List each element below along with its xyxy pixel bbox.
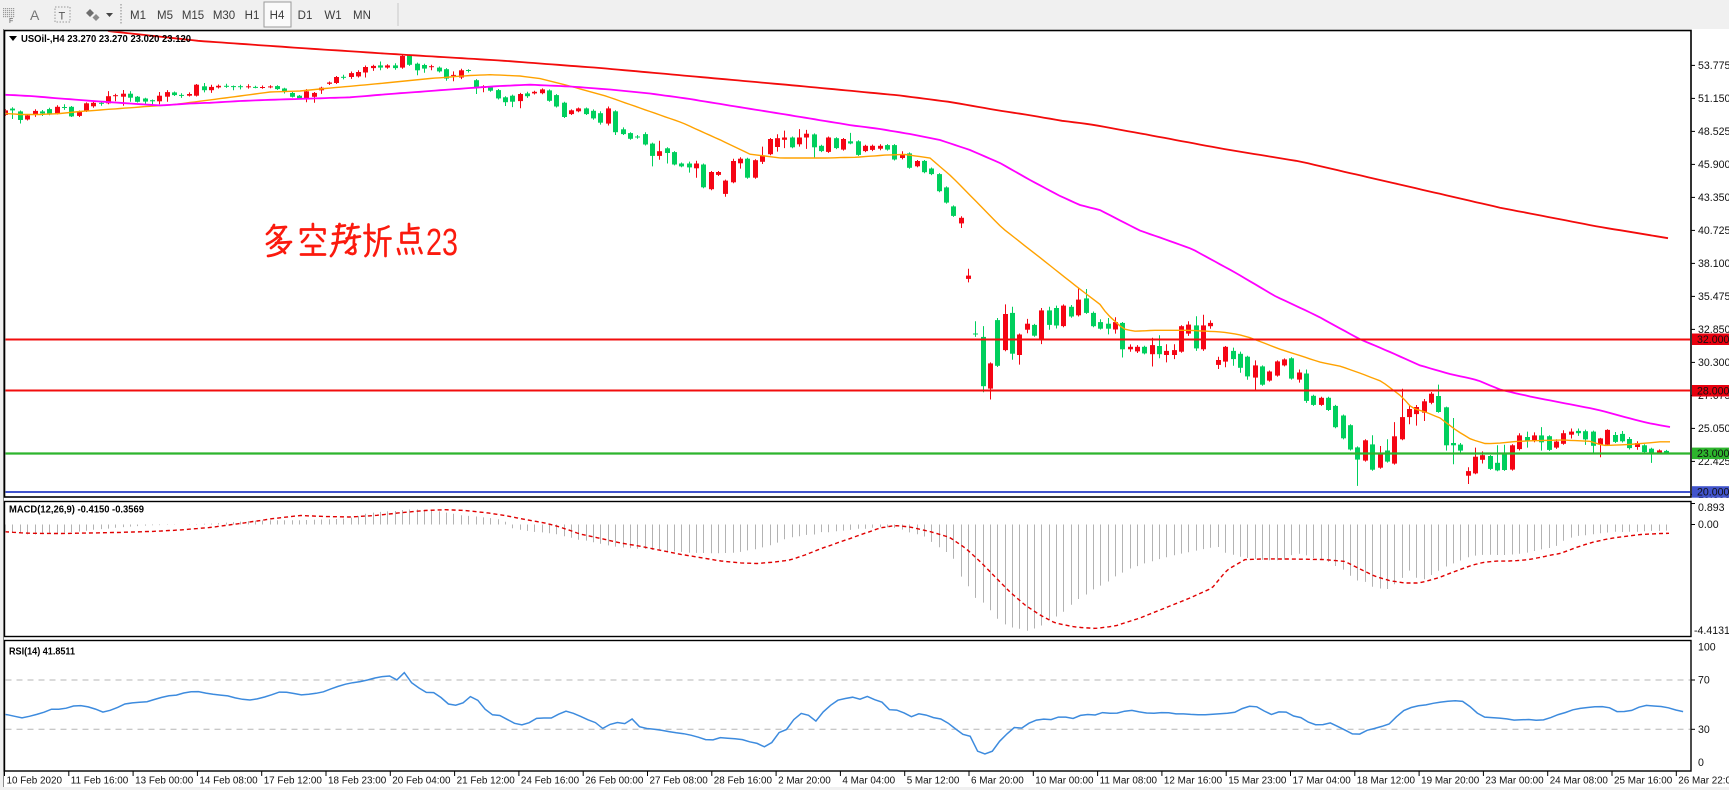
svg-text:100: 100 xyxy=(1698,642,1716,654)
svg-text:M5: M5 xyxy=(157,10,173,22)
svg-text:RSI(14) 41.8511: RSI(14) 41.8511 xyxy=(9,646,75,658)
svg-text:17 Feb 12:00: 17 Feb 12:00 xyxy=(264,776,323,787)
svg-text:T: T xyxy=(59,11,66,23)
svg-text:26 Mar 22:00: 26 Mar 22:00 xyxy=(1678,776,1729,787)
svg-text:12 Mar 16:00: 12 Mar 16:00 xyxy=(1164,776,1223,787)
svg-text:4 Mar 04:00: 4 Mar 04:00 xyxy=(842,776,895,787)
svg-text:H4: H4 xyxy=(270,10,285,22)
svg-text:43.350: 43.350 xyxy=(1698,192,1729,204)
svg-text:23 Mar 00:00: 23 Mar 00:00 xyxy=(1485,776,1544,787)
svg-text:M1: M1 xyxy=(130,10,146,22)
svg-text:-4.4131: -4.4131 xyxy=(1694,625,1729,637)
svg-text:0: 0 xyxy=(1698,757,1704,769)
svg-text:19 Mar 20:00: 19 Mar 20:00 xyxy=(1421,776,1480,787)
svg-text:M30: M30 xyxy=(213,10,235,22)
svg-text:45.900: 45.900 xyxy=(1698,159,1729,171)
svg-text:30: 30 xyxy=(1698,724,1710,736)
svg-text:MN: MN xyxy=(353,10,371,22)
svg-text:70: 70 xyxy=(1698,675,1710,687)
svg-text:51.150: 51.150 xyxy=(1698,93,1729,105)
svg-text:2 Mar 20:00: 2 Mar 20:00 xyxy=(778,776,831,787)
svg-text:A: A xyxy=(30,7,40,23)
svg-text:32.000: 32.000 xyxy=(1697,334,1729,346)
svg-text:0.893: 0.893 xyxy=(1698,502,1725,514)
svg-text:W1: W1 xyxy=(324,10,341,22)
svg-text:38.100: 38.100 xyxy=(1698,258,1729,270)
svg-text:11 Feb 16:00: 11 Feb 16:00 xyxy=(71,776,129,787)
svg-text:40.725: 40.725 xyxy=(1698,225,1729,237)
svg-text:15 Mar 23:00: 15 Mar 23:00 xyxy=(1228,776,1287,787)
svg-text:28.000: 28.000 xyxy=(1697,386,1729,398)
svg-text:18 Mar 12:00: 18 Mar 12:00 xyxy=(1357,776,1416,787)
svg-text:18 Feb 23:00: 18 Feb 23:00 xyxy=(328,776,387,787)
svg-text:26 Feb 00:00: 26 Feb 00:00 xyxy=(585,776,644,787)
svg-text:M15: M15 xyxy=(182,10,204,22)
svg-text:14 Feb 08:00: 14 Feb 08:00 xyxy=(199,776,258,787)
svg-text:5 Mar 12:00: 5 Mar 12:00 xyxy=(907,776,960,787)
svg-text:32.850: 32.850 xyxy=(1698,324,1729,336)
svg-text:D1: D1 xyxy=(298,10,313,22)
svg-text:48.525: 48.525 xyxy=(1698,126,1729,138)
svg-text:25 Mar 16:00: 25 Mar 16:00 xyxy=(1614,776,1673,787)
svg-text:35.475: 35.475 xyxy=(1698,291,1729,303)
svg-text:28 Feb 16:00: 28 Feb 16:00 xyxy=(714,776,773,787)
svg-text:17 Mar 04:00: 17 Mar 04:00 xyxy=(1293,776,1352,787)
svg-text:11 Mar 08:00: 11 Mar 08:00 xyxy=(1100,776,1158,787)
svg-text:10 Feb 2020: 10 Feb 2020 xyxy=(7,776,63,787)
svg-text:24 Mar 08:00: 24 Mar 08:00 xyxy=(1550,776,1609,787)
svg-text:21 Feb 12:00: 21 Feb 12:00 xyxy=(457,776,516,787)
svg-text:23.000: 23.000 xyxy=(1697,448,1729,460)
svg-text:20.000: 20.000 xyxy=(1697,487,1729,499)
svg-text:6 Mar 20:00: 6 Mar 20:00 xyxy=(971,776,1024,787)
svg-text:23: 23 xyxy=(426,222,458,264)
svg-text:F: F xyxy=(9,18,13,25)
svg-text:53.775: 53.775 xyxy=(1698,60,1729,72)
svg-text:10 Mar 00:00: 10 Mar 00:00 xyxy=(1035,776,1094,787)
svg-text:25.050: 25.050 xyxy=(1698,423,1729,435)
svg-text:H1: H1 xyxy=(245,10,260,22)
svg-text:24 Feb 16:00: 24 Feb 16:00 xyxy=(521,776,580,787)
svg-text:20 Feb 04:00: 20 Feb 04:00 xyxy=(392,776,451,787)
svg-text:0.00: 0.00 xyxy=(1698,519,1719,531)
svg-text:13 Feb 00:00: 13 Feb 00:00 xyxy=(135,776,194,787)
svg-text:27 Feb 08:00: 27 Feb 08:00 xyxy=(650,776,709,787)
svg-text:MACD(12,26,9) -0.4150 -0.3569: MACD(12,26,9) -0.4150 -0.3569 xyxy=(9,504,144,516)
svg-text:USOil-,H4 23.270 23.270 23.02: USOil-,H4 23.270 23.270 23.020 23.120 xyxy=(21,33,191,45)
svg-text:30.300: 30.300 xyxy=(1698,357,1729,369)
